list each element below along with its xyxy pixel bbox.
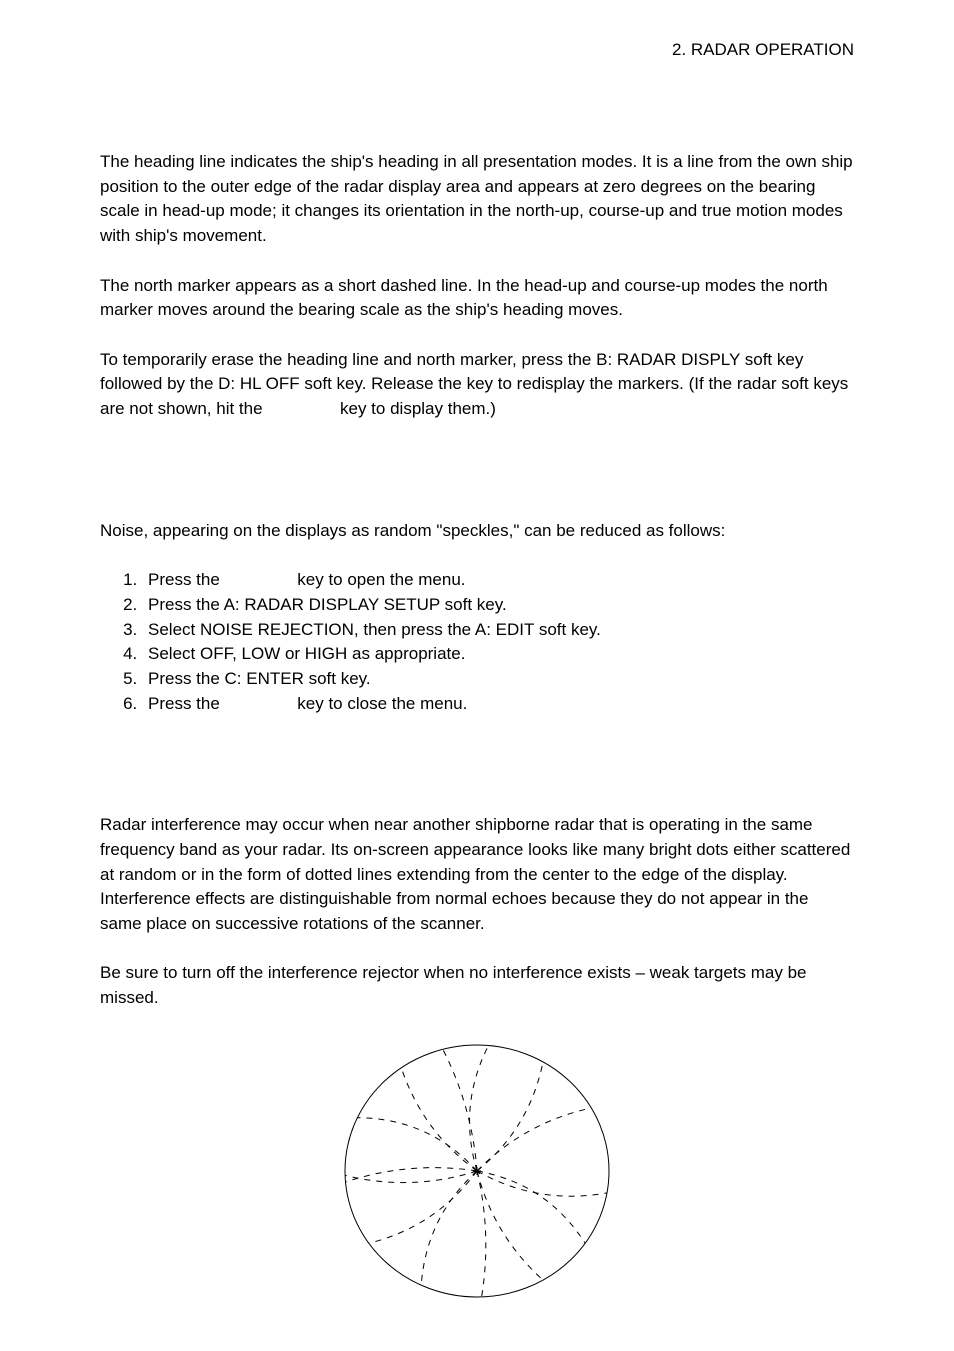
- interference-para-1: Radar interference may occur when near a…: [100, 813, 854, 936]
- figure-ray: [357, 1117, 477, 1170]
- noise-steps: Press the key to open the menu. Press th…: [100, 568, 854, 716]
- figure-ray: [443, 1049, 477, 1171]
- noise-intro: Noise, appearing on the displays as rand…: [100, 519, 854, 544]
- figure-ray: [470, 1045, 489, 1171]
- noise-step-2: Press the A: RADAR DISPLAY SETUP soft ke…: [142, 593, 854, 618]
- heading-line-para-3-post: key to display them.): [335, 399, 496, 418]
- noise-step-6: Press the key to close the menu.: [142, 692, 854, 717]
- noise-step-1-pre: Press the: [148, 570, 225, 589]
- section-gap: [100, 447, 854, 502]
- figure-ray: [477, 1108, 591, 1171]
- figure-ray: [477, 1062, 543, 1171]
- noise-step-1-post: key to open the menu.: [293, 570, 466, 589]
- noise-step-1: Press the key to open the menu.: [142, 568, 854, 593]
- interference-figure: [337, 1036, 617, 1306]
- heading-line-para-3: To temporarily erase the heading line an…: [100, 348, 854, 422]
- figure-ray: [477, 1171, 486, 1297]
- heading-line-para-1: The heading line indicates the ship's he…: [100, 150, 854, 249]
- interference-para-2: Be sure to turn off the interference rej…: [100, 961, 854, 1010]
- figure-ray: [477, 1171, 585, 1243]
- noise-step-5: Press the C: ENTER soft key.: [142, 667, 854, 692]
- running-header: 2. RADAR OPERATION: [100, 40, 854, 60]
- page: 2. RADAR OPERATION The heading line indi…: [0, 0, 954, 1351]
- figure-ray: [401, 1068, 477, 1171]
- figure-ray: [369, 1171, 477, 1243]
- figure-ray: [421, 1171, 477, 1285]
- figure-ray: [477, 1171, 543, 1280]
- noise-step-6-post: key to close the menu.: [293, 694, 468, 713]
- section-gap: [100, 741, 854, 796]
- noise-step-3: Select NOISE REJECTION, then press the A…: [142, 618, 854, 643]
- heading-line-para-2: The north marker appears as a short dash…: [100, 274, 854, 323]
- noise-step-6-pre: Press the: [148, 694, 225, 713]
- noise-step-4: Select OFF, LOW or HIGH as appropriate.: [142, 642, 854, 667]
- figure-ray: [477, 1171, 607, 1196]
